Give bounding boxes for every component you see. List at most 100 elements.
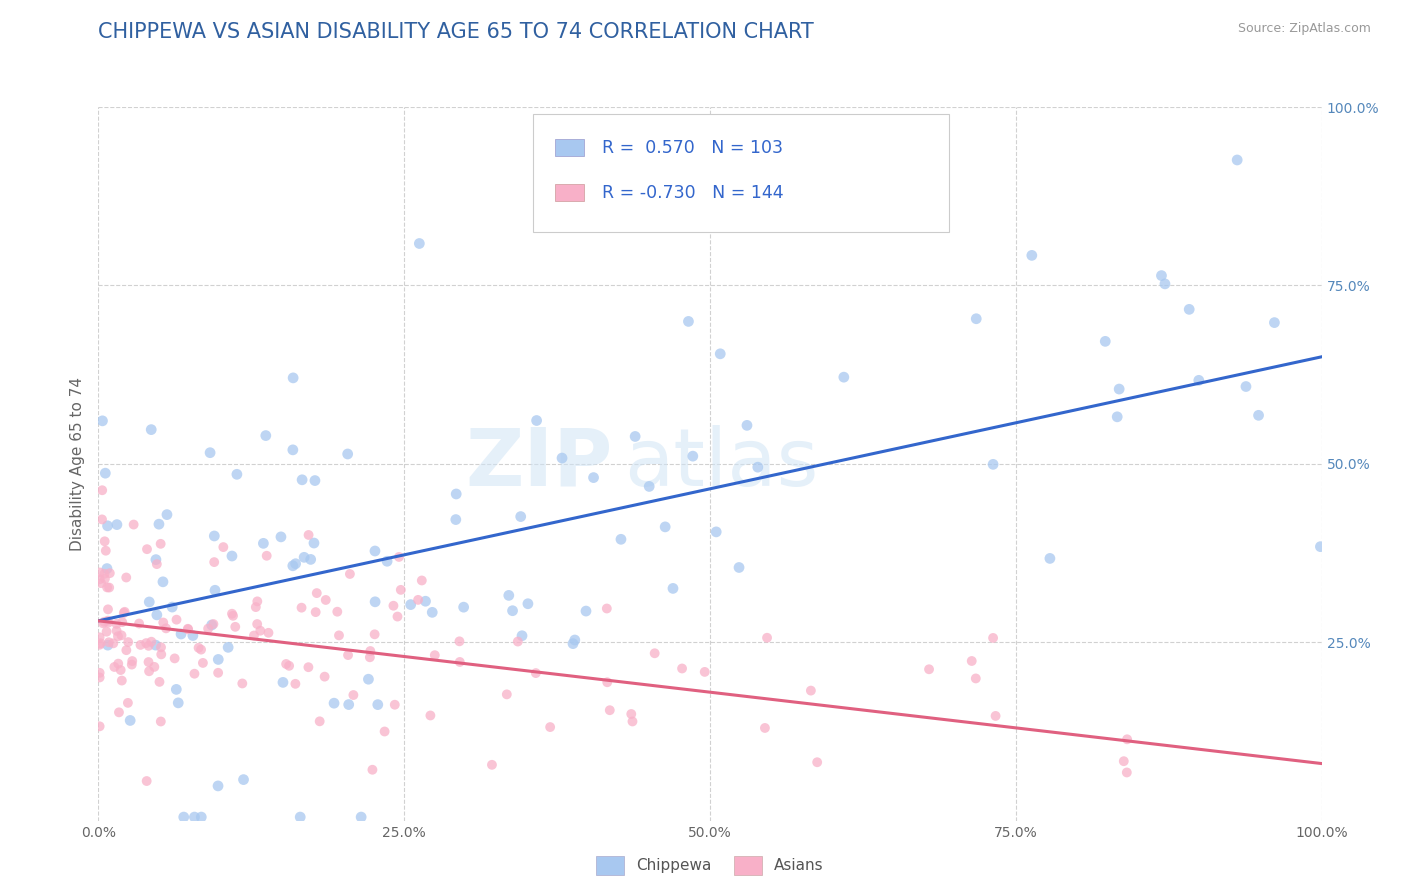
Point	[141, 423, 163, 437]
Point	[150, 640, 173, 655]
Text: R = -0.730   N = 144: R = -0.730 N = 144	[602, 184, 785, 202]
Point	[105, 616, 128, 631]
Point	[305, 586, 328, 600]
Point	[135, 774, 157, 789]
Point	[1094, 334, 1116, 349]
Point	[246, 617, 269, 632]
Point	[148, 517, 170, 532]
Point	[1116, 732, 1139, 747]
Point	[93, 566, 115, 581]
Point	[621, 714, 644, 729]
Point	[1178, 302, 1201, 317]
Point	[155, 621, 177, 635]
Point	[89, 665, 111, 680]
Point	[337, 698, 360, 712]
Point	[375, 554, 398, 568]
Point	[111, 615, 134, 629]
Point	[509, 509, 531, 524]
Point	[97, 602, 120, 616]
Point	[231, 676, 253, 690]
Point	[167, 696, 190, 710]
Point	[564, 632, 586, 647]
Point	[115, 643, 138, 657]
Point	[145, 552, 167, 566]
Point	[93, 534, 115, 549]
Point	[1309, 540, 1331, 554]
Point	[357, 672, 380, 686]
Point	[252, 536, 274, 550]
Point	[98, 566, 121, 581]
Point	[136, 542, 159, 557]
Point	[297, 528, 319, 542]
Point	[350, 810, 373, 824]
Point	[160, 600, 183, 615]
Point	[225, 467, 247, 482]
Point	[498, 588, 520, 602]
Point	[89, 630, 111, 644]
Point	[290, 600, 312, 615]
Point	[163, 651, 186, 665]
Text: R =  0.570   N = 103: R = 0.570 N = 103	[602, 139, 783, 157]
Point	[965, 311, 987, 326]
Point	[444, 512, 467, 526]
Point	[756, 631, 779, 645]
Point	[122, 517, 145, 532]
Point	[98, 581, 121, 595]
Point	[254, 428, 277, 442]
Point	[359, 644, 381, 658]
Point	[965, 672, 987, 686]
Point	[281, 371, 304, 385]
Point	[506, 634, 529, 648]
Point	[183, 810, 205, 824]
Y-axis label: Disability Age 65 to 74: Disability Age 65 to 74	[69, 376, 84, 551]
Point	[415, 594, 437, 608]
Point	[747, 460, 769, 475]
Text: ZIP: ZIP	[465, 425, 612, 503]
Point	[111, 673, 134, 688]
Point	[135, 636, 157, 650]
Point	[120, 714, 142, 728]
Point	[374, 724, 396, 739]
Text: Source: ZipAtlas.com: Source: ZipAtlas.com	[1237, 22, 1371, 36]
Point	[339, 566, 361, 581]
Point	[671, 661, 693, 675]
Point	[97, 614, 120, 628]
Point	[97, 635, 120, 649]
Point	[108, 706, 131, 720]
Point	[91, 414, 114, 428]
Point	[302, 536, 325, 550]
Point	[308, 714, 330, 729]
Point	[128, 616, 150, 631]
Point	[190, 810, 212, 824]
Point	[502, 604, 524, 618]
Point	[107, 629, 129, 643]
Point	[141, 634, 163, 648]
Point	[364, 544, 387, 558]
Point	[97, 638, 120, 652]
Point	[1039, 551, 1062, 566]
Point	[562, 637, 585, 651]
Point	[93, 615, 115, 629]
Point	[91, 512, 114, 526]
Point	[97, 615, 120, 630]
Point	[165, 682, 187, 697]
Point	[1234, 379, 1257, 393]
Point	[644, 646, 666, 660]
Point	[754, 721, 776, 735]
FancyBboxPatch shape	[555, 139, 583, 156]
Point	[806, 756, 828, 770]
Point	[960, 654, 983, 668]
Point	[105, 517, 128, 532]
Point	[981, 458, 1004, 472]
Point	[138, 639, 160, 653]
Point	[624, 429, 647, 443]
Point	[364, 595, 387, 609]
Point	[149, 714, 172, 729]
Point	[114, 605, 136, 619]
Point	[304, 474, 326, 488]
Point	[596, 675, 619, 690]
Point	[91, 483, 114, 498]
Point	[96, 581, 118, 595]
Point	[107, 657, 129, 671]
Point	[110, 663, 132, 677]
